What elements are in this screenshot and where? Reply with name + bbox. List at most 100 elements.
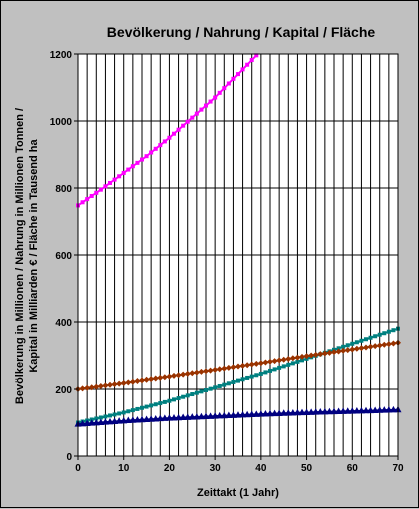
data-point <box>348 407 356 414</box>
data-point <box>286 362 291 367</box>
data-point <box>199 107 204 112</box>
data-point <box>117 411 122 416</box>
y-tick-label: 1000 <box>50 117 73 128</box>
data-point <box>102 382 109 389</box>
data-point <box>98 187 103 192</box>
data-point <box>363 344 369 351</box>
data-point <box>293 408 301 416</box>
data-point <box>271 358 278 365</box>
data-point <box>335 407 343 415</box>
data-point <box>267 358 273 365</box>
data-point <box>172 397 176 402</box>
data-point <box>107 381 113 388</box>
data-point <box>217 90 222 95</box>
data-point <box>213 385 218 390</box>
data-point <box>85 197 90 202</box>
data-point <box>194 111 199 116</box>
data-point <box>225 364 232 371</box>
data-point <box>111 417 119 424</box>
data-point <box>261 409 269 417</box>
data-point <box>222 382 227 387</box>
data-point <box>240 377 245 382</box>
data-point <box>202 412 210 420</box>
data-point <box>231 76 236 81</box>
data-point <box>106 417 114 425</box>
data-point <box>194 390 199 395</box>
data-point <box>143 376 150 383</box>
data-point <box>268 368 272 373</box>
data-point <box>115 417 123 424</box>
data-point <box>276 357 283 364</box>
data-point <box>88 419 96 426</box>
data-point <box>226 381 231 386</box>
y-tick-label: 1200 <box>50 50 73 61</box>
data-point <box>299 353 305 360</box>
data-point <box>367 343 374 350</box>
data-point <box>152 414 160 422</box>
data-point <box>140 157 144 162</box>
data-point <box>245 375 250 380</box>
data-point <box>124 416 132 424</box>
data-point <box>103 184 108 189</box>
data-point <box>111 381 118 388</box>
data-point <box>216 366 223 373</box>
data-point <box>381 341 388 348</box>
data-point <box>190 115 195 120</box>
data-point <box>272 367 277 372</box>
data-point <box>121 410 126 415</box>
data-point <box>148 376 155 383</box>
data-point <box>135 160 140 165</box>
data-point <box>244 362 251 369</box>
data-point <box>325 407 333 415</box>
data-point <box>300 358 304 363</box>
data-point <box>117 174 122 179</box>
data-point <box>376 342 383 349</box>
chart-title: Bevölkerung / Nahrung / Kapital / Fläche <box>107 24 376 40</box>
data-point <box>126 409 131 414</box>
data-point <box>391 328 396 333</box>
data-point <box>389 405 397 413</box>
data-point <box>207 412 215 419</box>
data-point <box>176 396 181 401</box>
data-point <box>285 355 292 362</box>
data-point <box>149 150 154 155</box>
data-point <box>236 378 240 383</box>
data-point <box>345 343 350 348</box>
data-point <box>385 406 393 413</box>
data-point <box>213 95 218 100</box>
data-point <box>364 337 368 342</box>
x-tick-label: 0 <box>75 463 81 474</box>
data-point <box>277 365 282 370</box>
data-point <box>373 334 378 339</box>
data-point <box>262 359 269 366</box>
data-point <box>138 415 146 423</box>
data-point <box>312 351 319 358</box>
data-point <box>349 346 356 353</box>
data-point <box>353 345 360 352</box>
data-point <box>92 418 100 426</box>
y-axis-label-line1: Bevölkerung in Millionen / Nahrung in Mi… <box>14 108 26 404</box>
series-3 <box>75 339 401 392</box>
data-point <box>171 372 177 379</box>
data-point <box>371 406 379 413</box>
data-point <box>239 362 246 369</box>
data-point <box>254 53 259 58</box>
data-point <box>340 347 347 354</box>
data-point <box>161 414 169 421</box>
data-point <box>120 379 127 386</box>
data-point <box>217 383 222 388</box>
data-point <box>248 410 256 418</box>
data-point <box>258 371 263 376</box>
data-point <box>143 415 151 422</box>
data-point <box>357 406 365 414</box>
data-point <box>139 377 145 384</box>
grid-lines <box>78 54 398 456</box>
data-point <box>235 363 241 370</box>
data-point <box>161 374 168 381</box>
data-point <box>158 143 163 148</box>
data-point <box>130 408 135 413</box>
data-point <box>190 392 195 397</box>
data-point <box>197 412 205 420</box>
